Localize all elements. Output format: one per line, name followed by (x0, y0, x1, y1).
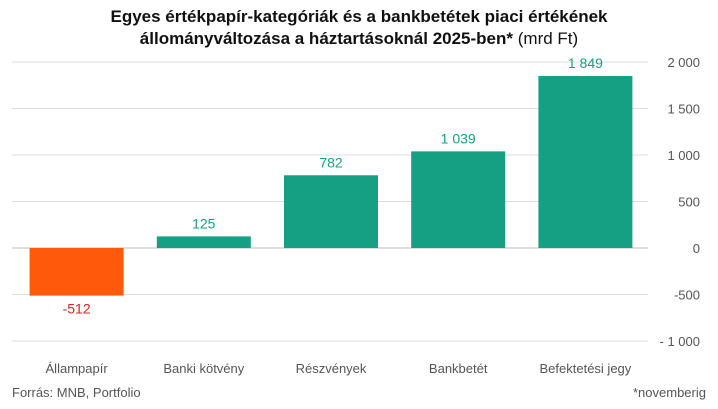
y-tick-label: - 1 000 (660, 334, 700, 349)
y-tick-label: 1 000 (667, 148, 700, 163)
data-label: 125 (192, 215, 216, 231)
x-tick-label: Állampapír (46, 361, 109, 376)
y-tick-label: -500 (674, 288, 700, 303)
data-label: 1 039 (441, 130, 476, 146)
x-tick-label: Részvények (296, 361, 367, 376)
chart-title: Egyes értékpapír-kategóriák és a bankbet… (0, 6, 718, 50)
data-label: -512 (63, 301, 91, 317)
x-tick-label: Befektetési jegy (540, 361, 632, 376)
source-text: Forrás: MNB, Portfolio (12, 385, 141, 400)
data-label: 782 (319, 154, 343, 170)
bar (29, 248, 124, 296)
y-tick-label: 1 500 (667, 102, 700, 117)
bar (538, 76, 633, 248)
x-tick-label: Banki kötvény (163, 361, 244, 376)
title-unit: (mrd Ft) (513, 29, 579, 48)
y-tick-label: 500 (678, 195, 700, 210)
bar (156, 236, 251, 248)
y-tick-label: 2 000 (667, 55, 700, 70)
bar (411, 151, 506, 248)
x-tick-label: Bankbetét (429, 361, 488, 376)
data-label: 1 849 (568, 55, 603, 71)
title-line-1: Egyes értékpapír-kategóriák és a bankbet… (110, 7, 608, 26)
footnote-text: *novemberig (633, 385, 706, 400)
bar (284, 175, 378, 248)
y-tick-label: 0 (693, 241, 700, 256)
title-line-2: állományváltozása a háztartásoknál 2025-… (139, 29, 514, 48)
